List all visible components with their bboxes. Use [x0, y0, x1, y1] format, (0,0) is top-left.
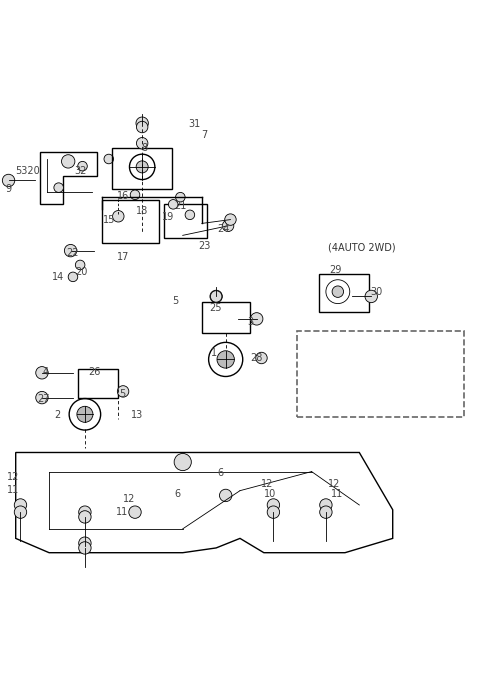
Circle shape [210, 291, 222, 302]
Text: 7: 7 [201, 130, 207, 140]
Circle shape [168, 199, 178, 209]
Text: 1: 1 [211, 348, 217, 358]
Circle shape [222, 220, 234, 231]
Circle shape [79, 537, 91, 549]
Circle shape [219, 489, 232, 502]
Text: 20: 20 [75, 267, 88, 277]
Text: 19: 19 [162, 212, 175, 222]
Circle shape [320, 506, 332, 518]
Text: 30: 30 [370, 286, 382, 297]
Circle shape [365, 291, 377, 302]
Text: 14: 14 [51, 272, 64, 282]
Text: 23: 23 [198, 241, 210, 252]
Text: 16: 16 [117, 190, 129, 201]
Circle shape [14, 506, 27, 518]
Circle shape [256, 352, 267, 363]
Text: 26: 26 [88, 368, 101, 377]
Circle shape [332, 286, 344, 297]
Circle shape [79, 511, 91, 523]
Circle shape [176, 193, 185, 202]
Text: 32: 32 [74, 166, 86, 176]
Text: 12: 12 [123, 493, 135, 504]
Circle shape [225, 214, 236, 225]
Circle shape [117, 386, 129, 397]
Text: 29: 29 [329, 265, 342, 275]
Circle shape [217, 351, 234, 368]
Circle shape [36, 391, 48, 404]
Text: 28: 28 [251, 354, 263, 363]
Circle shape [136, 138, 148, 149]
Text: 2: 2 [55, 410, 61, 420]
Circle shape [320, 499, 332, 512]
Circle shape [79, 506, 91, 518]
Circle shape [79, 541, 91, 554]
Text: 17: 17 [117, 252, 129, 262]
Circle shape [174, 453, 192, 471]
Text: 25: 25 [209, 303, 221, 313]
Circle shape [14, 499, 27, 512]
Text: 11: 11 [331, 489, 343, 500]
Text: 22: 22 [66, 248, 78, 258]
Circle shape [75, 260, 85, 270]
Text: 5: 5 [172, 296, 179, 306]
Text: 8: 8 [142, 143, 148, 153]
Text: 21: 21 [174, 201, 187, 211]
Bar [112, 149, 172, 188]
Text: 27: 27 [37, 393, 49, 404]
Circle shape [210, 291, 222, 302]
Circle shape [251, 313, 263, 325]
Text: 5320: 5320 [15, 166, 40, 176]
Circle shape [113, 211, 124, 222]
Circle shape [267, 499, 280, 512]
Text: 31: 31 [189, 119, 201, 129]
Circle shape [136, 122, 148, 133]
Text: 3: 3 [247, 317, 253, 327]
Text: 4: 4 [43, 368, 49, 377]
Circle shape [54, 183, 63, 193]
Text: 5: 5 [119, 389, 125, 399]
Circle shape [77, 407, 93, 423]
Text: 6: 6 [218, 468, 224, 478]
Text: 6: 6 [174, 489, 180, 499]
Circle shape [36, 366, 48, 379]
Text: 11: 11 [116, 507, 128, 517]
Text: 13: 13 [131, 410, 144, 420]
Text: 10: 10 [264, 489, 276, 499]
Text: 24: 24 [217, 224, 229, 234]
Circle shape [130, 190, 140, 199]
Circle shape [78, 161, 87, 171]
Circle shape [68, 272, 78, 281]
Circle shape [136, 161, 148, 173]
Circle shape [61, 155, 75, 168]
Circle shape [267, 506, 280, 518]
Circle shape [185, 210, 195, 220]
Circle shape [104, 154, 114, 164]
Circle shape [2, 174, 15, 187]
Text: 12: 12 [261, 480, 274, 489]
Text: 18: 18 [136, 206, 148, 215]
Text: 9: 9 [5, 184, 12, 194]
Circle shape [64, 245, 77, 257]
Text: (4AUTO 2WD): (4AUTO 2WD) [328, 242, 396, 252]
Circle shape [136, 117, 148, 129]
Text: 11: 11 [7, 484, 20, 495]
Text: 12: 12 [328, 480, 341, 489]
Text: 12: 12 [7, 473, 20, 482]
Text: 15: 15 [103, 215, 115, 224]
Circle shape [129, 506, 141, 518]
